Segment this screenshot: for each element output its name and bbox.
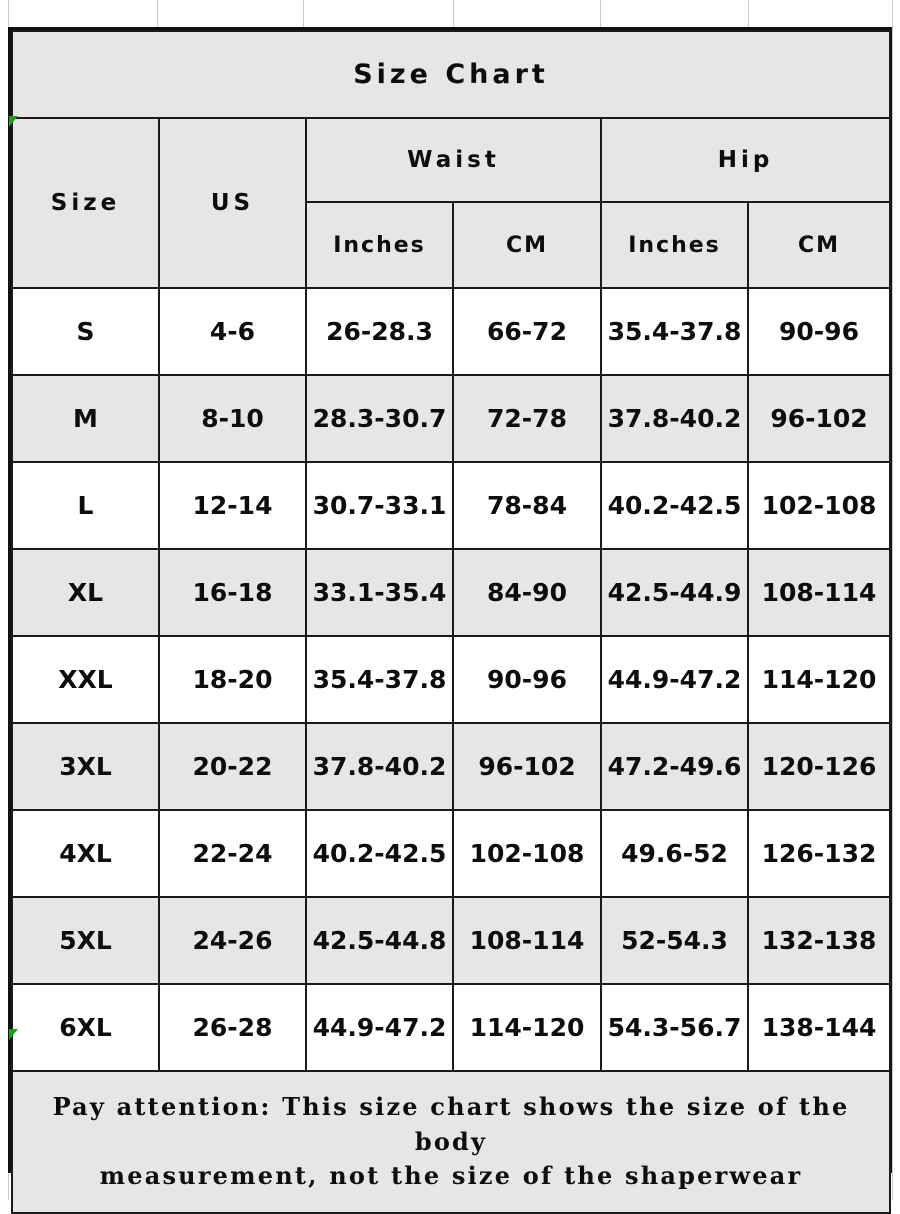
note-line-2: measurement, not the size of the shaperw… [99, 1161, 803, 1191]
note-row: Pay attention: This size chart shows the… [10, 1070, 892, 1214]
cell-waist-cm: 108-114 [452, 896, 602, 985]
cell-size: L [11, 461, 160, 550]
column-group-header-hip: Hip [599, 117, 892, 203]
column-header-size: Size [11, 117, 160, 289]
cell-size: 5XL [11, 896, 160, 985]
cell-us: 8-10 [158, 374, 307, 463]
cell-hip-inches: 35.4-37.8 [600, 287, 749, 376]
cell-waist-cm: 72-78 [452, 374, 602, 463]
cell-us: 20-22 [158, 722, 307, 811]
size-chart-note: Pay attention: This size chart shows the… [10, 1070, 892, 1214]
cell-waist-inches: 37.8-40.2 [305, 722, 454, 811]
cell-waist-inches: 35.4-37.8 [305, 635, 454, 724]
cell-waist-inches: 40.2-42.5 [305, 809, 454, 898]
cell-waist-inches: 33.1-35.4 [305, 548, 454, 637]
cell-size: M [11, 374, 160, 463]
header-group-row: Size US Waist Hip [11, 117, 892, 289]
cell-waist-cm: 96-102 [452, 722, 602, 811]
table-row: S 4-6 26-28.3 66-72 35.4-37.8 90-96 [11, 287, 892, 376]
size-chart-table: Size Chart Size US Waist Hip Inches CM I… [10, 30, 892, 1214]
size-chart-table-container: Size Chart Size US Waist Hip Inches CM I… [8, 27, 892, 1214]
cell-hip-cm: 102-108 [746, 461, 892, 550]
cell-waist-cm: 84-90 [452, 548, 602, 637]
cell-waist-inches: 26-28.3 [305, 287, 454, 376]
table-row: M 8-10 28.3-30.7 72-78 37.8-40.2 96-102 [11, 374, 892, 463]
cell-us: 26-28 [158, 983, 307, 1072]
cell-size: 4XL [11, 809, 160, 898]
column-group-header-waist: Waist [305, 117, 602, 203]
table-row: L 12-14 30.7-33.1 78-84 40.2-42.5 102-108 [11, 461, 892, 550]
cell-hip-inches: 54.3-56.7 [600, 983, 749, 1072]
cell-size: S [11, 287, 160, 376]
cell-hip-inches: 44.9-47.2 [600, 635, 749, 724]
column-header-us: US [158, 117, 307, 289]
cell-waist-cm: 102-108 [452, 809, 602, 898]
cell-hip-cm: 120-126 [746, 722, 892, 811]
cell-hip-inches: 52-54.3 [600, 896, 749, 985]
column-header-waist-inches: Inches [305, 201, 454, 289]
cell-hip-cm: 90-96 [746, 287, 892, 376]
cell-hip-cm: 138-144 [746, 983, 892, 1072]
cell-waist-inches: 44.9-47.2 [305, 983, 454, 1072]
cell-hip-inches: 37.8-40.2 [600, 374, 749, 463]
column-header-hip-cm: CM [746, 201, 892, 289]
column-header-hip-inches: Inches [600, 201, 749, 289]
cell-waist-cm: 90-96 [452, 635, 602, 724]
table-row: 6XL 26-28 44.9-47.2 114-120 54.3-56.7 138-144 [11, 983, 892, 1072]
cell-hip-cm: 108-114 [746, 548, 892, 637]
cell-hip-cm: 114-120 [746, 635, 892, 724]
cell-hip-inches: 40.2-42.5 [600, 461, 749, 550]
cell-hip-cm: 96-102 [746, 374, 892, 463]
cell-size: 3XL [11, 722, 160, 811]
table-row: XL 16-18 33.1-35.4 84-90 42.5-44.9 108-114 [11, 548, 892, 637]
page-title: Size Chart [10, 30, 892, 119]
cell-waist-cm: 78-84 [452, 461, 602, 550]
note-line-1: Pay attention: This size chart shows the… [52, 1091, 850, 1156]
cell-size: XL [11, 548, 160, 637]
table-row: 3XL 20-22 37.8-40.2 96-102 47.2-49.6 120-126 [11, 722, 892, 811]
cell-waist-inches: 30.7-33.1 [305, 461, 454, 550]
cell-size: 6XL [11, 983, 160, 1072]
title-row: Size Chart [10, 30, 892, 119]
cell-hip-cm: 132-138 [746, 896, 892, 985]
cell-size: XXL [11, 635, 160, 724]
cell-waist-inches: 42.5-44.8 [305, 896, 454, 985]
cell-us: 24-26 [158, 896, 307, 985]
cell-us: 18-20 [158, 635, 307, 724]
cell-waist-cm: 66-72 [452, 287, 602, 376]
cell-us: 12-14 [158, 461, 307, 550]
cell-us: 16-18 [158, 548, 307, 637]
cell-us: 4-6 [158, 287, 307, 376]
table-row: 5XL 24-26 42.5-44.8 108-114 52-54.3 132-138 [11, 896, 892, 985]
column-header-waist-cm: CM [452, 201, 602, 289]
cell-us: 22-24 [158, 809, 307, 898]
cell-hip-cm: 126-132 [746, 809, 892, 898]
table-row: 4XL 22-24 40.2-42.5 102-108 49.6-52 126-132 [11, 809, 892, 898]
grid-line [892, 0, 893, 1200]
table-row: XXL 18-20 35.4-37.8 90-96 44.9-47.2 114-120 [11, 635, 892, 724]
header-sub-row: Inches CM Inches CM [12, 201, 892, 289]
cell-waist-inches: 28.3-30.7 [305, 374, 454, 463]
cell-hip-inches: 47.2-49.6 [600, 722, 749, 811]
cell-hip-inches: 49.6-52 [600, 809, 749, 898]
cell-hip-inches: 42.5-44.9 [600, 548, 749, 637]
cell-waist-cm: 114-120 [452, 983, 602, 1072]
